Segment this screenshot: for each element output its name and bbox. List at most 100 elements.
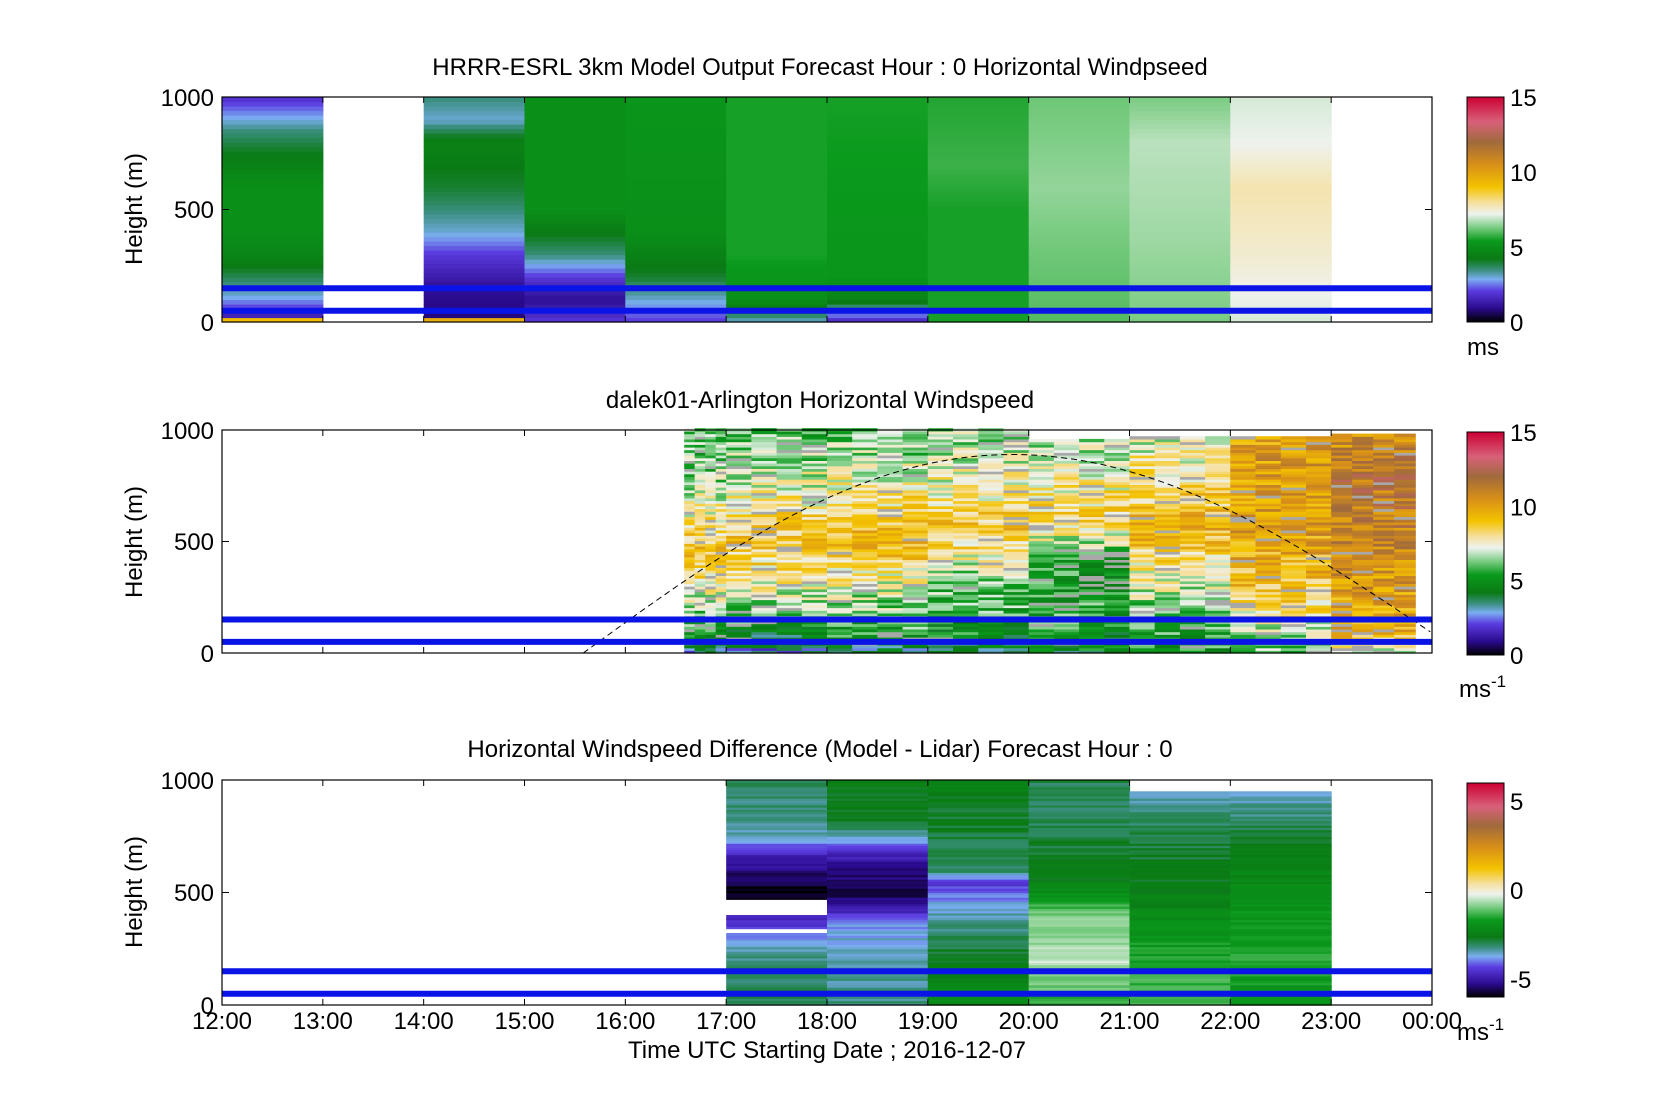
heatmap-cell [1079,570,1105,574]
x-tick-label: 12:00 [192,1008,252,1035]
heatmap-cell [751,551,778,555]
heatmap-cell [1154,626,1181,630]
heatmap-cell [1129,631,1156,635]
heatmap-cell [827,836,929,840]
heatmap-cell [1230,465,1257,469]
heatmap-cell [927,588,954,593]
heatmap-cell [927,843,1030,846]
heatmap-cell [1179,583,1206,587]
heatmap-cell [1028,586,1055,590]
heatmap-cell [1053,529,1080,534]
heatmap-cell [902,551,929,555]
heatmap-cell [694,449,706,453]
heatmap-cell [694,623,706,627]
heatmap-cell [1129,912,1231,916]
heatmap-cell [827,894,929,898]
heatmap-cell [1352,570,1374,574]
heatmap-cell [1205,446,1231,451]
y-axis-ticks: 0 500 1000 [161,85,214,337]
heatmap-cell [726,870,828,873]
heatmap-cell [1230,791,1332,795]
heatmap-cell [927,807,1030,810]
heatmap-cell [1129,214,1231,220]
heatmap-cell [1230,449,1257,453]
heatmap-cell [1255,436,1282,440]
heatmap-cell [827,254,929,260]
heatmap-cell [827,500,853,504]
heatmap-cell [801,578,828,582]
heatmap-cell [1352,516,1374,520]
heatmap-cell [978,433,1005,437]
heatmap-cell [694,537,706,542]
heatmap-cell [852,463,878,467]
heatmap-cell [927,906,1030,909]
heatmap-cell [1230,223,1332,229]
heatmap-cell [524,254,626,260]
heatmap-cell [1129,588,1156,593]
heatmap-cell [827,838,929,842]
heatmap-cell [222,115,324,121]
heatmap-cell [694,610,706,614]
heatmap-cell [801,620,828,625]
heatmap-cell [684,436,696,440]
heatmap-cell [1028,921,1131,925]
heatmap-cell [1053,505,1080,510]
heatmap-cell [801,567,828,571]
heatmap-cell [222,128,324,134]
heatmap-cell [927,1000,1030,1004]
heatmap-cell [1352,452,1374,456]
heatmap-cell [827,793,929,797]
heatmap-cell [827,962,929,966]
heatmap-cell [1352,519,1374,523]
heatmap-cell [1129,858,1231,862]
heatmap-cell [827,540,853,544]
heatmap-cell [1331,463,1353,467]
heatmap-cell [1373,604,1395,609]
heatmap-cell [852,631,878,635]
heatmap-cell [1230,962,1332,966]
heatmap-cell [1003,591,1030,595]
heatmap-cell [751,607,778,611]
heatmap-cell [927,980,1030,984]
heatmap-cell [694,588,706,593]
heatmap-cell [978,479,1005,483]
heatmap-cell [751,505,778,510]
heatmap-cell [684,543,696,547]
heatmap-cell [726,964,828,968]
heatmap-cell [801,634,828,638]
heatmap-cell [1028,813,1131,817]
heatmap-cell [1280,551,1307,555]
heatmap-cell [1255,562,1282,566]
heatmap-cell [1373,634,1395,638]
heatmap-cell [1079,487,1105,491]
heatmap-cell [1255,583,1282,587]
heatmap-cell [1205,500,1231,504]
heatmap-cell [1129,955,1231,959]
heatmap-cell [801,562,828,566]
heatmap-cell [1129,620,1156,625]
heatmap-cell [715,540,727,544]
heatmap-cell [1352,647,1374,651]
heatmap-cell [801,529,828,534]
heatmap-cell [978,535,1005,539]
heatmap-cell [726,636,752,641]
heatmap-cell [1306,583,1332,587]
heatmap-cell [827,173,929,179]
heatmap-cell [927,209,1030,215]
heatmap-cell [705,503,717,507]
heatmap-cell [852,551,878,555]
heatmap-cell [1129,973,1231,977]
heatmap-cell [1179,524,1206,528]
heatmap-cell [1255,612,1282,617]
heatmap-cell [524,187,626,193]
heatmap-cell [801,441,828,445]
heatmap-cell [1079,650,1105,654]
heatmap-cell [1003,527,1030,531]
heatmap-cell [1255,452,1282,456]
heatmap-cell [827,146,929,152]
heatmap-cell [776,551,803,555]
heatmap-cell [978,570,1005,574]
heatmap-cell [927,870,1030,873]
heatmap-cell [1129,948,1231,952]
heatmap-cell [726,218,828,224]
